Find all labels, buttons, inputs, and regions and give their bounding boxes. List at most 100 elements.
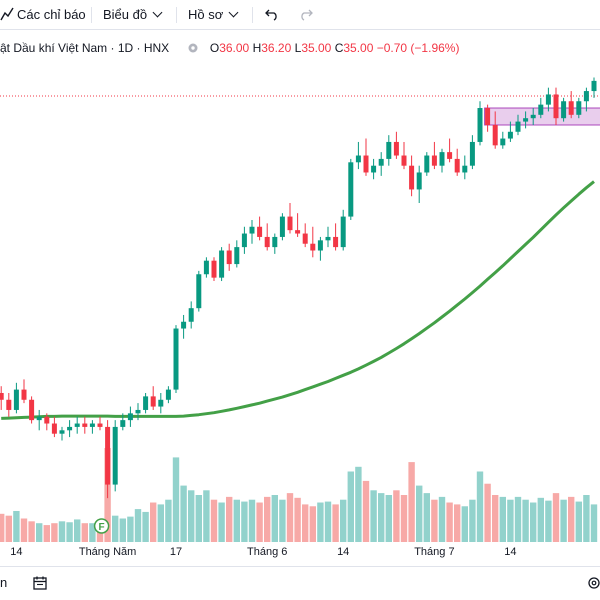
toolbar-divider	[252, 7, 253, 23]
candle-body	[424, 155, 430, 173]
candle	[439, 148, 445, 173]
indicators-label: Các chỉ báo	[17, 7, 86, 22]
settings-icon[interactable]	[586, 575, 600, 596]
candle-body	[272, 236, 278, 248]
x-tick-label: 14	[337, 546, 349, 558]
undo-button[interactable]	[264, 5, 280, 25]
profile-menu-button[interactable]: Hồ sơ	[188, 5, 239, 25]
open-value: 36.00	[219, 41, 250, 55]
volume-bar	[233, 499, 240, 542]
candle	[333, 223, 339, 251]
volume-bar	[13, 510, 20, 542]
candle-body	[348, 162, 354, 217]
candle	[181, 314, 187, 339]
symbol-title[interactable]: ật Dầu khí Việt Nam · 1D · HNX	[0, 41, 170, 55]
volume-bar	[302, 504, 309, 542]
volume-bar	[203, 490, 210, 542]
volume-bar	[332, 504, 339, 542]
volume-bar	[507, 499, 514, 542]
low-label: L	[294, 41, 302, 55]
candle-body	[203, 260, 209, 275]
candle	[234, 240, 240, 268]
candle-body	[340, 216, 346, 248]
volume-bar	[195, 495, 202, 542]
volume-bar	[400, 495, 408, 542]
candle-body	[409, 165, 415, 190]
top-toolbar: Các chỉ báo Biểu đồ Hồ sơ	[0, 0, 600, 30]
candle-body	[0, 392, 4, 400]
price-chart[interactable]: 14 Tháng Năm 17 Tháng 6 14 Tháng 7 14 F	[0, 0, 600, 566]
volume-bar	[393, 490, 400, 542]
candle	[158, 392, 164, 414]
volume-bar	[218, 502, 225, 542]
candle	[317, 236, 323, 261]
candle-body	[196, 274, 202, 309]
candle	[371, 158, 377, 180]
volume-bar	[530, 502, 537, 542]
candle	[568, 91, 574, 119]
candle-body	[507, 131, 513, 139]
volume-bar	[378, 493, 385, 542]
candle	[340, 209, 346, 251]
volume-bar	[355, 466, 362, 542]
candle-body	[363, 155, 369, 173]
change-value: −0.70 (−1.96%)	[376, 41, 460, 55]
volume-bar	[560, 499, 567, 542]
candle-body	[492, 124, 498, 146]
ma-line	[1, 180, 595, 420]
volume-bar	[362, 480, 370, 542]
candle	[500, 131, 506, 149]
event-marker	[93, 518, 110, 534]
candle	[454, 148, 460, 176]
candle	[424, 152, 430, 176]
redo-button[interactable]	[298, 5, 314, 25]
volume-bar	[514, 496, 522, 542]
indicators-button[interactable]: Các chỉ báo	[0, 5, 86, 25]
eye-icon[interactable]	[187, 39, 199, 59]
volume-bar	[370, 490, 377, 542]
volume-bar	[575, 501, 582, 542]
volume-bar	[568, 496, 575, 542]
volume-bar	[157, 504, 164, 542]
candle	[507, 121, 513, 142]
candle	[29, 396, 35, 424]
candle-body	[431, 155, 437, 166]
volume-bar	[347, 471, 354, 542]
candle-body	[181, 321, 187, 329]
volume-bar	[20, 518, 28, 542]
candle	[188, 301, 194, 329]
volume-bar	[484, 483, 491, 542]
candle	[257, 216, 263, 241]
candle-body	[249, 226, 255, 234]
candle-body	[310, 243, 316, 251]
candle-body	[386, 141, 392, 159]
volume-bar	[454, 504, 461, 542]
volume-bar	[309, 506, 316, 542]
candle	[310, 226, 316, 258]
candle	[348, 158, 354, 220]
candle-body	[44, 416, 50, 424]
candle	[355, 141, 361, 170]
volume-bar	[188, 490, 195, 542]
candle	[363, 138, 369, 176]
chart-menu-button[interactable]: Biểu đồ	[103, 5, 163, 25]
candle	[59, 426, 65, 441]
volume-bar	[0, 513, 5, 542]
candle-body	[241, 233, 247, 248]
candle	[249, 219, 255, 244]
candle-body	[477, 108, 483, 142]
volume-bar	[294, 497, 301, 542]
candle	[515, 114, 521, 136]
candle	[325, 226, 331, 248]
x-tick-label: Tháng 7	[414, 546, 454, 558]
candle-body	[279, 216, 285, 237]
candle-body	[219, 250, 225, 278]
candle	[272, 233, 278, 254]
candle-body	[257, 226, 263, 237]
volume-bar	[180, 485, 187, 542]
candle-body	[120, 420, 126, 427]
chart-label: Biểu đồ	[103, 7, 148, 22]
candle-body	[371, 165, 377, 173]
candle	[135, 403, 141, 421]
calendar-icon[interactable]	[32, 575, 48, 596]
